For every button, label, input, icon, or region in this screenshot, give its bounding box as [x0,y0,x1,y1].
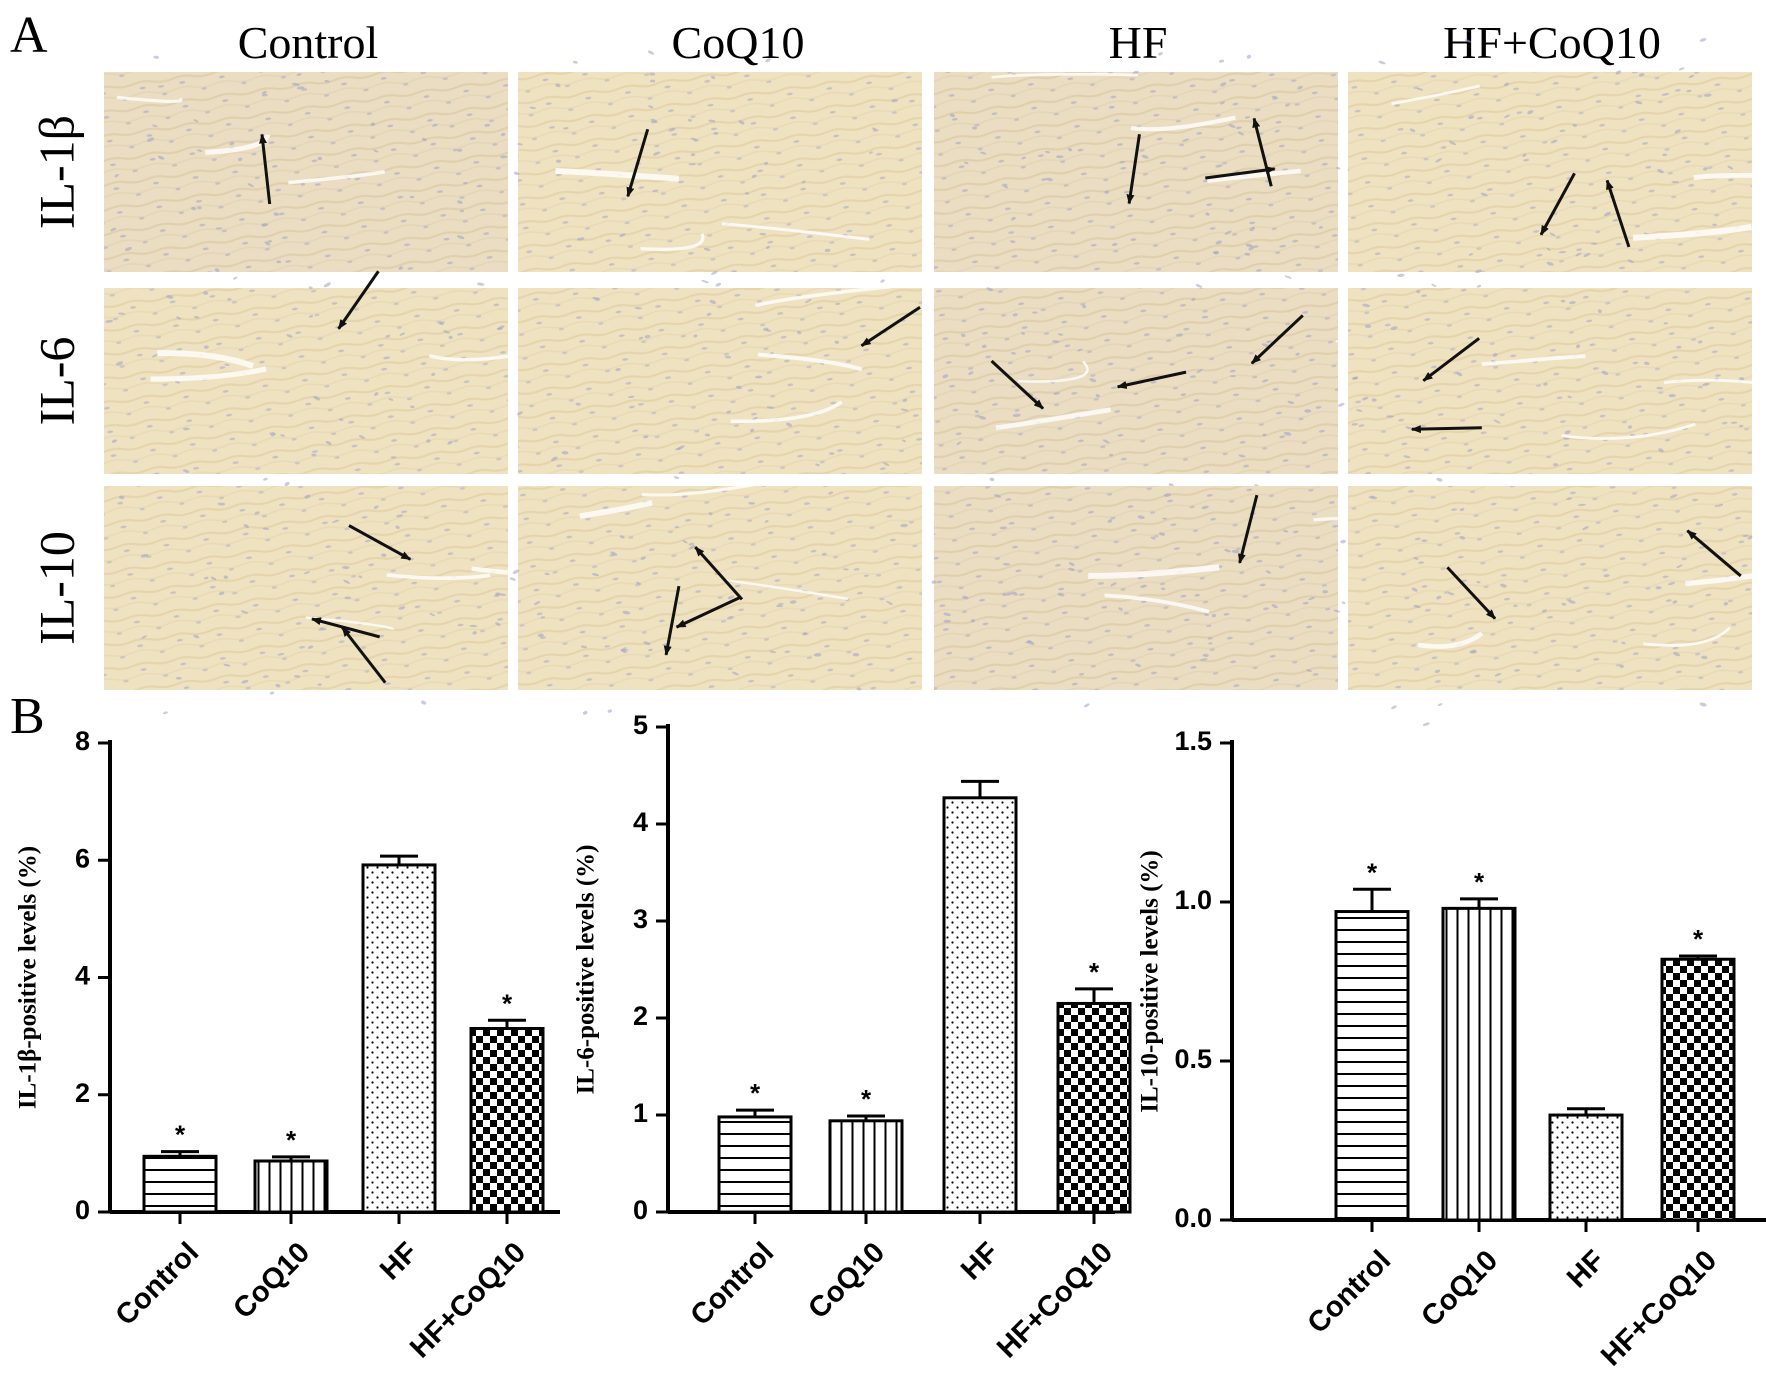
il10-bar-chart: 0.0 0.5 1.0 1.5 IL-10-positive levels (%) * Co… [1137,726,1766,1373]
micrograph-image [104,55,508,298]
y-tick-label: 0.5 [1174,1044,1212,1074]
y-tick-label: 0.0 [1174,1203,1212,1233]
bar [1660,957,1736,1222]
arrow-icon [1238,494,1259,564]
bar [1441,906,1517,1222]
micrograph-image [509,476,922,715]
arrow-icon [1205,166,1276,180]
arrow-icon [626,128,650,198]
y-tick-label: 1 [633,1098,648,1128]
micrograph-image [931,477,1411,708]
micrograph-image [934,226,1423,507]
arrow-icon [990,359,1045,410]
bar [1548,1113,1624,1222]
arrow-icon [663,585,681,656]
x-category-label: Control [110,1236,206,1332]
arrow-icon [1410,425,1482,434]
x-category-label: HF+CoQ10 [991,1236,1119,1364]
significance-marker: * [502,988,513,1018]
y-tick-label: 4 [75,961,90,991]
x-category-label: Control [685,1236,781,1332]
micrograph-column-label: CoQ10 [672,17,805,68]
x-category-label: CoQ10 [802,1236,891,1325]
arrow-icon [1126,134,1141,205]
bar [142,1154,218,1214]
arrow-icon [1252,117,1273,187]
y-tick-label: 5 [633,710,648,740]
significance-marker: * [1367,857,1378,887]
bar [1334,910,1410,1222]
y-axis-label: IL-6-positive levels (%) [573,845,600,1095]
y-axis-label: IL-10-positive levels (%) [1137,850,1164,1112]
arrow-icon [675,596,741,629]
arrow-icon [1686,529,1742,578]
bar [828,1119,904,1214]
y-tick-label: 0 [633,1195,648,1225]
x-category-label: HF [374,1236,424,1286]
y-tick-label: 6 [75,843,90,873]
x-category-label: HF+CoQ10 [404,1236,532,1364]
y-tick-label: 2 [75,1078,90,1108]
micrograph-row-label: IL-1β [28,115,84,229]
y-tick-label: 8 [75,726,90,756]
y-tick-label: 0 [75,1195,90,1225]
x-category-label: HF [955,1236,1005,1286]
micrograph-image [934,52,1341,288]
arrow-icon [1250,314,1304,365]
panel-a-label: A [10,7,48,64]
micrograph-row-label: IL-10 [28,531,84,645]
y-axis-label: IL-1β-positive levels (%) [15,846,42,1109]
il1b-bar-chart: 0 2 4 6 8 IL-1β-positive levels (%) * Control * C… [15,726,560,1365]
significance-marker: * [1089,957,1100,987]
micrograph-column-label: HF [1109,17,1168,68]
x-category-label: Control [1302,1244,1398,1340]
y-tick-label: 1.5 [1174,726,1212,756]
arrow-icon [860,305,921,347]
significance-marker: * [750,1078,761,1108]
y-tick-label: 3 [633,904,648,934]
x-category-label: HF+CoQ10 [1595,1244,1723,1372]
arrow-icon [1539,172,1576,236]
arrow-icon [1422,337,1481,382]
micrograph-row-label: IL-6 [28,337,84,426]
bar [361,863,437,1214]
significance-marker: * [1693,924,1704,954]
bar [469,1027,545,1214]
micrograph-image [516,279,922,518]
arrow-icon [348,524,412,561]
il6-bar-chart: 0 1 2 3 4 5 IL-6-positive levels (%) * Control * C… [573,710,1132,1365]
arrow-icon [337,270,380,330]
bar [253,1159,329,1214]
panel-b-label: B [10,688,45,745]
arrow-icon [259,133,272,205]
arrow-icon [1446,566,1497,620]
significance-marker: * [861,1084,872,1114]
bar [1056,1001,1132,1214]
micrograph-image [1337,283,1766,544]
significance-marker: * [286,1125,297,1155]
micrograph-image [1333,455,1766,726]
micrograph-image [1348,38,1766,322]
micrograph-grid: Control CoQ10 HF HF+CoQ10 IL-1β IL-6 IL-10 [28,17,1766,726]
arrow-icon [341,626,387,684]
significance-marker: * [1474,867,1485,897]
x-category-label: HF [1561,1244,1611,1294]
micrograph-image [513,50,922,322]
x-category-label: CoQ10 [227,1236,316,1325]
arrow-icon [694,546,744,601]
significance-marker: * [175,1120,186,1150]
bar [942,796,1018,1214]
y-tick-label: 4 [633,807,648,837]
micrograph-column-label: HF+CoQ10 [1443,17,1661,68]
y-tick-label: 2 [633,1001,648,1031]
micrograph-image [104,266,534,503]
x-category-label: CoQ10 [1415,1244,1504,1333]
arrow-icon [1116,370,1187,389]
y-tick-label: 1.0 [1174,885,1212,915]
micrograph-column-label: Control [238,17,379,68]
bar [717,1115,793,1214]
arrow-icon [1605,179,1631,248]
micrograph-image [104,440,548,714]
